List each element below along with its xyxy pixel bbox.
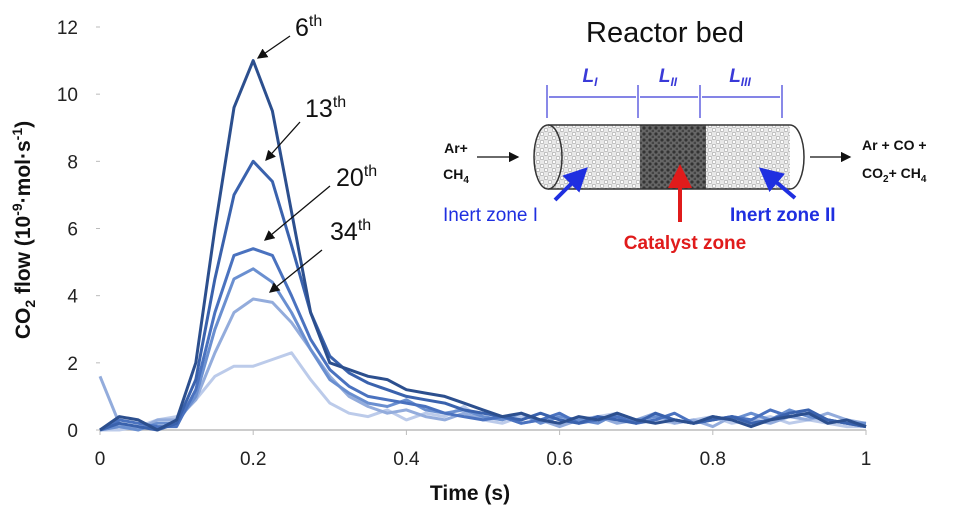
inert-bed: [706, 125, 790, 189]
annotation-suffix: th: [364, 163, 377, 180]
outlet-label: CO2+ CH4: [862, 165, 927, 185]
outlet-part: 4: [921, 174, 927, 185]
y-axis-label: CO2 flow (10-9·mol·s-1): [9, 121, 38, 339]
annotation-suffix: th: [333, 94, 346, 111]
inlet-label: CH4: [443, 166, 469, 186]
annotation-arrow: [264, 185, 331, 241]
y-tick-label: 2: [67, 354, 78, 375]
length-part: I: [594, 75, 598, 89]
y-label-part: ·mol·s: [12, 140, 35, 203]
annotation-arrow: [268, 249, 323, 293]
y-label-part: -1: [9, 128, 25, 141]
catalyst-bed: [640, 125, 706, 189]
data-line: [99, 159, 867, 432]
outlet-part: CO: [862, 165, 883, 181]
zone-label: Catalyst zone: [624, 233, 746, 254]
inlet-part: CH: [443, 166, 463, 182]
outlet-label: Ar + CO +: [862, 137, 927, 153]
zone-label: Inert zone II: [730, 205, 836, 226]
annotation-suffix: th: [358, 217, 371, 234]
y-label-part: -9: [9, 203, 25, 216]
annotation: 6th: [295, 13, 322, 42]
x-tick-label: 0.4: [393, 449, 420, 470]
annotation: 13th: [305, 94, 346, 123]
x-tick-label: 0.8: [700, 449, 726, 470]
y-label-part: CO: [12, 308, 35, 340]
inlet-label: Ar+: [444, 140, 468, 156]
length-part: III: [741, 75, 752, 89]
x-tick-label: 0.2: [240, 449, 266, 470]
length-part: L: [729, 66, 741, 87]
annotation-arrow: [265, 121, 301, 161]
annotation-arrow: [256, 35, 291, 59]
y-tick-label: 6: [67, 220, 78, 241]
y-label-part: 2: [22, 300, 38, 308]
x-tick-label: 0: [95, 449, 106, 470]
length-label: LIII: [729, 66, 751, 89]
y-tick-label: 8: [67, 152, 78, 173]
inset-title: Reactor bed: [586, 17, 744, 49]
annotation-number: 6: [295, 14, 309, 42]
annotation-number: 34: [330, 218, 358, 246]
annotation: 34th: [330, 217, 371, 246]
y-tick-label: 10: [57, 85, 78, 106]
x-tick-label: 0.6: [546, 449, 572, 470]
outlet-part: 2: [883, 174, 889, 185]
y-tick-label: 12: [57, 18, 78, 39]
y-tick-label: 4: [67, 287, 78, 308]
data-line: [99, 59, 867, 432]
y-label-part: ): [12, 121, 35, 128]
length-part: L: [659, 66, 671, 87]
length-part: II: [670, 75, 677, 89]
length-label: LI: [583, 66, 599, 89]
x-tick-label: 1: [861, 449, 872, 470]
inlet-part: 4: [463, 175, 469, 186]
y-label-part: flow (10: [12, 216, 35, 300]
x-axis-label: Time (s): [430, 482, 510, 505]
annotation-suffix: th: [309, 13, 322, 30]
y-tick-label: 0: [67, 421, 78, 442]
annotation: 20th: [336, 163, 377, 192]
outlet-part: + CH: [889, 165, 921, 181]
length-part: L: [583, 66, 595, 87]
zone-label: Inert zone I: [443, 205, 538, 226]
length-label: LII: [659, 66, 678, 89]
annotation-number: 20: [336, 164, 364, 192]
annotation-number: 13: [305, 95, 333, 123]
inset: Reactor bed LI LII LIII Ar+ CH4 Ar + CO …: [443, 17, 927, 254]
